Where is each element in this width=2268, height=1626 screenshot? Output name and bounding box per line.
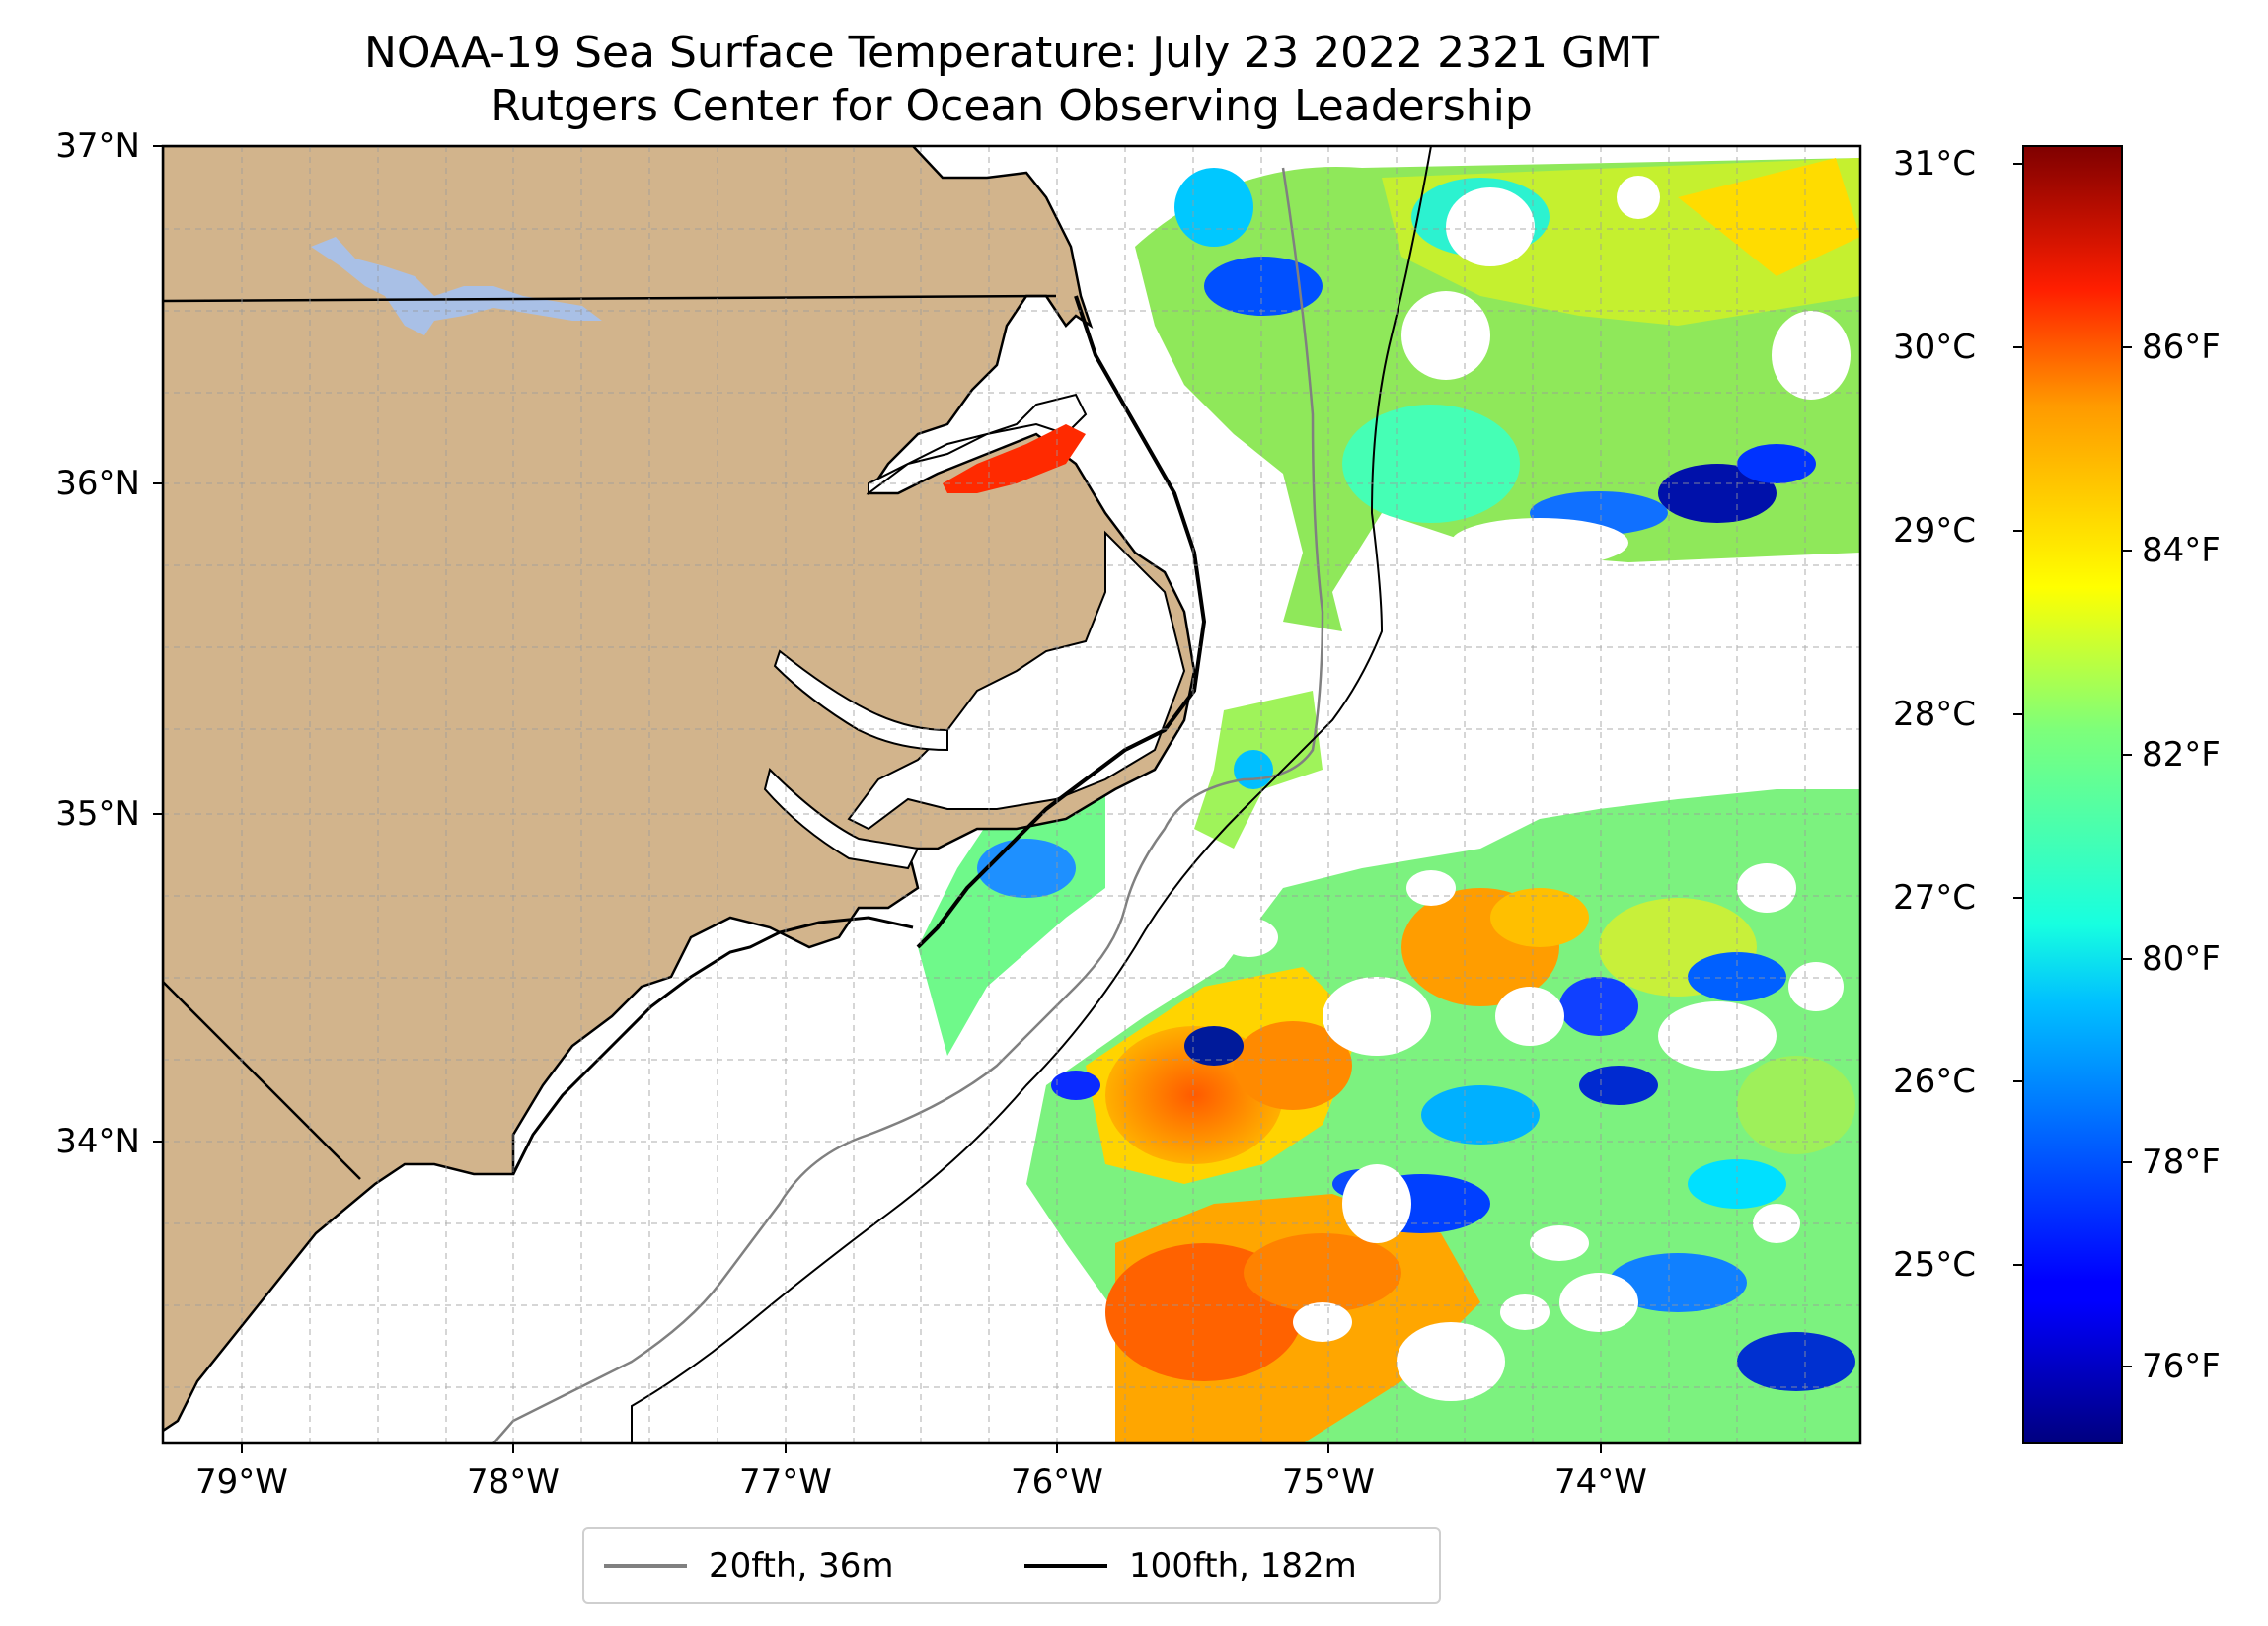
- cb-celsius-25: 25°C: [1893, 1245, 1977, 1285]
- legend-swatch-100fth: [1024, 1564, 1107, 1568]
- lon-label-78: 78°W: [467, 1462, 560, 1502]
- legend: 20fth, 36m 100fth, 182m: [582, 1527, 1441, 1604]
- colorbar: [2022, 145, 2123, 1444]
- cb-fahrenheit-76: 76°F: [2142, 1347, 2221, 1386]
- legend-swatch-20fth: [604, 1564, 687, 1568]
- cb-fahrenheit-84: 84°F: [2142, 531, 2221, 570]
- cb-fahrenheit-86: 86°F: [2142, 328, 2221, 367]
- gridlines: [163, 146, 1860, 1443]
- lon-label-75: 75°W: [1282, 1462, 1375, 1502]
- kerr-lake: [311, 237, 602, 335]
- cb-celsius-28: 28°C: [1893, 695, 1977, 734]
- cb-celsius-30: 30°C: [1893, 328, 1977, 367]
- nc-sc-border: [163, 981, 361, 1180]
- cb-celsius-27: 27°C: [1893, 878, 1977, 918]
- pamlico-sound: [847, 530, 1186, 831]
- pamlico-river: [773, 649, 948, 752]
- chart-subtitle: Rutgers Center for Ocean Observing Leade…: [491, 81, 1533, 131]
- lat-label-35: 35°N: [55, 794, 140, 834]
- cb-fahrenheit-82: 82°F: [2142, 735, 2221, 775]
- colorbar-ticks: [2013, 163, 2132, 1367]
- albemarle-hot-spot: [943, 424, 1086, 493]
- va-nc-border: [163, 294, 1057, 303]
- lat-label-36: 36°N: [55, 464, 140, 503]
- cb-celsius-29: 29°C: [1893, 511, 1977, 551]
- cb-fahrenheit-80: 80°F: [2142, 939, 2221, 979]
- legend-label-100fth: 100fth, 182m: [1129, 1546, 1357, 1586]
- map-area: [163, 146, 1860, 1443]
- legend-item-100fth: 100fth, 182m: [1024, 1529, 1357, 1602]
- isobath-20fth: [492, 167, 1324, 1443]
- chart-title: NOAA-19 Sea Surface Temperature: July 23…: [363, 28, 1660, 78]
- cb-fahrenheit-78: 78°F: [2142, 1143, 2221, 1182]
- lon-label-76: 76°W: [1011, 1462, 1103, 1502]
- lon-label-77: 77°W: [739, 1462, 832, 1502]
- neuse-river: [763, 768, 920, 870]
- lon-label-79: 79°W: [195, 1462, 288, 1502]
- lat-label-37: 37°N: [55, 126, 140, 166]
- lon-label-74: 74°W: [1554, 1462, 1647, 1502]
- legend-item-20fth: 20fth, 36m: [604, 1529, 894, 1602]
- cb-celsius-31: 31°C: [1893, 144, 1977, 184]
- albemarle-sound: [868, 393, 1088, 495]
- southern-coast-line: [511, 916, 914, 1175]
- outer-banks: [916, 295, 1207, 949]
- cb-celsius-26: 26°C: [1893, 1062, 1977, 1101]
- map-ticks: [153, 145, 1602, 1453]
- legend-label-20fth: 20fth, 36m: [709, 1546, 894, 1586]
- map-frame: [161, 144, 1862, 1445]
- lat-label-34: 34°N: [55, 1122, 140, 1161]
- isobath-100fth: [631, 146, 1432, 1443]
- sst-data-layer: [918, 158, 1860, 1443]
